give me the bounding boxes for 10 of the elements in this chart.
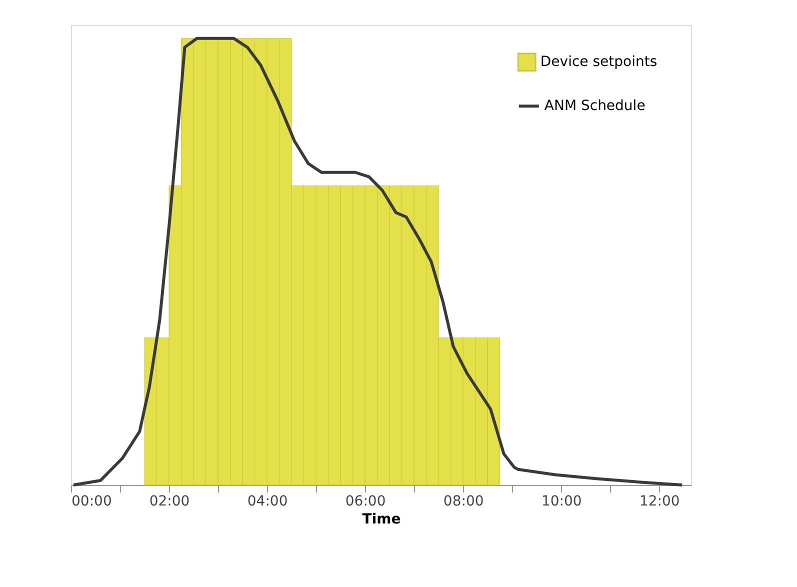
- x-tick-label: 02:00: [149, 494, 190, 510]
- x-tick-label: 00:00: [72, 494, 112, 510]
- x-tick-label: 08:00: [443, 494, 484, 510]
- x-tick-label: 04:00: [247, 494, 288, 510]
- x-axis-title: Time: [362, 512, 401, 528]
- x-tick-label: 10:00: [541, 494, 582, 510]
- x-tick-label: 12:00: [639, 494, 680, 510]
- legend-label: ANM Schedule: [544, 98, 646, 114]
- x-tick-label: 06:00: [345, 494, 386, 510]
- legend-label: Device setpoints: [540, 54, 658, 70]
